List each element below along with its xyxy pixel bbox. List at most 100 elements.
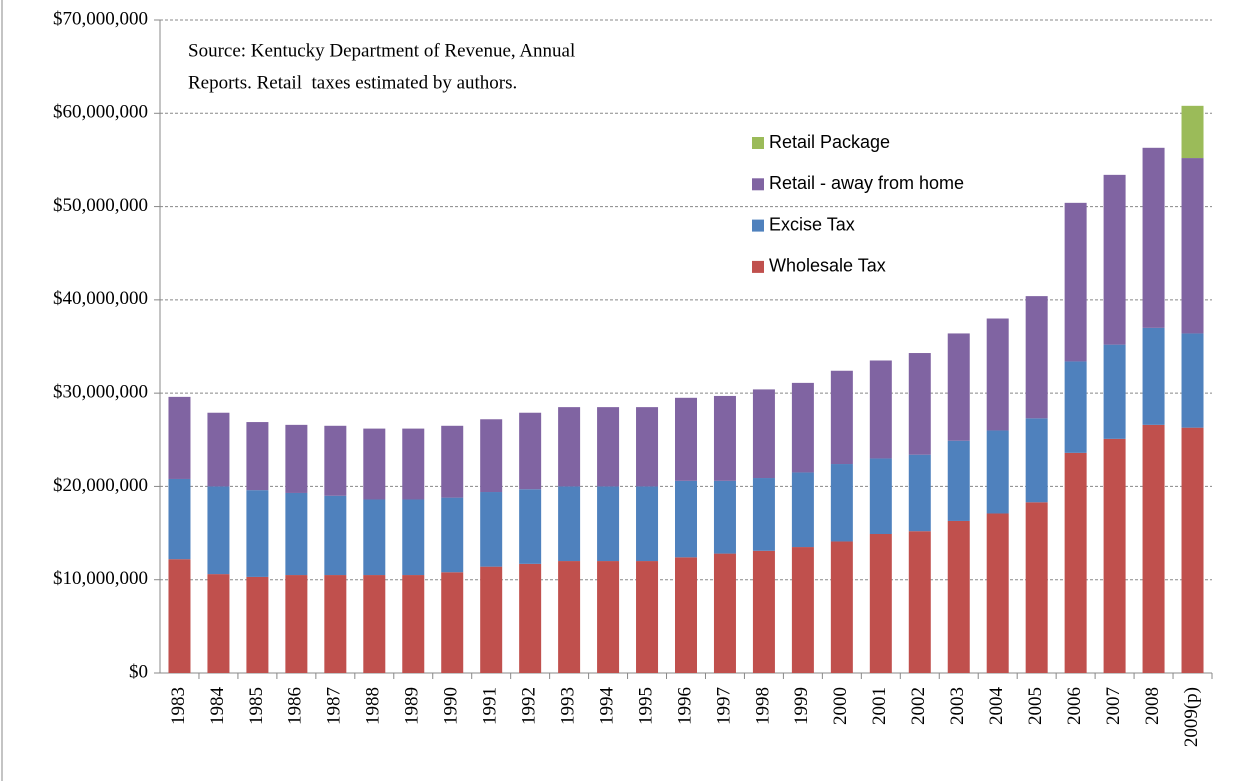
x-tick-label: 1991 xyxy=(480,687,501,725)
x-tick-label: 1992 xyxy=(519,687,540,725)
bar-segment xyxy=(519,412,542,490)
legend-swatch xyxy=(752,137,764,149)
bar-segment xyxy=(869,360,892,459)
bar-segment xyxy=(597,407,620,487)
bar-segment xyxy=(402,428,425,500)
bar-segment xyxy=(480,492,503,567)
annotation: Reports. Retail taxes estimated by autho… xyxy=(188,72,517,93)
bar-segment xyxy=(636,486,659,562)
x-tick-label: 2005 xyxy=(1025,687,1046,725)
x-tick-label: 1995 xyxy=(635,687,656,725)
y-tick-label: $70,000,000 xyxy=(53,8,148,29)
x-tick-label: 1998 xyxy=(752,687,773,725)
bar-segment xyxy=(207,412,230,487)
bar-segment xyxy=(168,396,191,479)
bar-segment xyxy=(986,430,1009,514)
bar-segment xyxy=(1181,105,1204,159)
bar-segment xyxy=(1142,424,1165,673)
bar-segment xyxy=(1064,452,1087,673)
legend-label: Retail - away from home xyxy=(769,173,964,193)
bar-segment xyxy=(246,422,269,491)
bar-segment xyxy=(441,497,464,573)
bar-segment xyxy=(752,550,775,673)
x-tick-label: 2003 xyxy=(947,687,968,725)
bar-segment xyxy=(558,561,581,673)
bar-segment xyxy=(363,428,386,500)
bar-segment xyxy=(597,486,620,562)
x-tick-label: 1988 xyxy=(363,687,384,725)
x-tick-label: 1984 xyxy=(207,687,228,726)
y-tick-label: $30,000,000 xyxy=(53,382,148,403)
bar-segment xyxy=(636,561,659,673)
bar-segment xyxy=(791,382,814,473)
bar-segment xyxy=(869,458,892,535)
x-tick-label: 2006 xyxy=(1064,687,1085,725)
legend-swatch xyxy=(752,219,764,232)
bar-segment xyxy=(285,424,308,493)
x-tick-label: 2000 xyxy=(830,687,851,725)
bar-segment xyxy=(1025,418,1048,503)
x-tick-label: 1999 xyxy=(791,687,812,725)
bar-segment xyxy=(713,480,736,554)
bar-segment xyxy=(480,419,503,493)
bar-segment xyxy=(558,407,581,487)
bar-segment xyxy=(1181,427,1204,673)
y-tick-label: $0 xyxy=(129,661,148,682)
x-tick-label: 1997 xyxy=(713,687,734,725)
legend-label: Retail Package xyxy=(769,132,890,152)
bar-segment xyxy=(830,541,853,673)
bar-segment xyxy=(675,397,697,481)
bar-segment xyxy=(363,499,386,576)
bar-segment xyxy=(1025,296,1048,419)
bar-segment xyxy=(168,559,191,673)
bar-segment xyxy=(480,566,503,673)
bar-segment xyxy=(675,557,697,673)
bar-segment xyxy=(324,495,347,576)
x-tick-label: 1989 xyxy=(402,687,423,725)
bar-segment xyxy=(947,520,970,673)
annotation: Source: Kentucky Department of Revenue, … xyxy=(188,40,575,61)
bar-segment xyxy=(675,480,697,558)
bar-segment xyxy=(324,425,347,496)
bar-segment xyxy=(791,472,814,548)
legend-swatch xyxy=(752,260,764,273)
y-tick-label: $40,000,000 xyxy=(53,288,148,309)
y-tick-label: $50,000,000 xyxy=(53,195,148,216)
bar-segment xyxy=(402,499,425,576)
x-tick-label: 2008 xyxy=(1142,687,1163,725)
x-tick-label: 1986 xyxy=(285,687,306,725)
bar-segment xyxy=(207,574,230,673)
bar-segment xyxy=(986,318,1009,431)
legend-label: Excise Tax xyxy=(769,214,855,234)
x-tick-label: 1987 xyxy=(324,687,345,725)
bar-segment xyxy=(713,553,736,673)
bar-segment xyxy=(636,407,659,487)
bar-segment xyxy=(1103,344,1126,439)
bar-segment xyxy=(908,531,931,673)
x-tick-label: 2002 xyxy=(908,687,929,725)
bar-segment xyxy=(246,576,269,673)
bar-segment xyxy=(441,572,464,673)
x-tick-label: 2007 xyxy=(1103,687,1124,725)
bar-segment xyxy=(285,575,308,673)
bar-segment xyxy=(1103,438,1126,673)
legend-swatch xyxy=(752,178,764,191)
x-tick-label: 2004 xyxy=(986,687,1007,726)
bar-segment xyxy=(285,492,308,576)
bar-segment xyxy=(1025,502,1048,673)
bar-segment xyxy=(752,478,775,551)
bar-segment xyxy=(1064,202,1087,362)
x-tick-label: 2001 xyxy=(869,687,890,725)
bar-segment xyxy=(947,333,970,441)
x-tick-label: 1993 xyxy=(557,687,578,725)
bar-segment xyxy=(441,425,464,498)
x-tick-label: 2009(p) xyxy=(1181,687,1202,747)
x-tick-label: 1994 xyxy=(596,687,617,726)
bar-segment xyxy=(363,575,386,673)
x-tick-label: 1983 xyxy=(168,687,189,725)
bar-segment xyxy=(947,440,970,521)
bar-segment xyxy=(869,534,892,673)
bar-segment xyxy=(246,490,269,577)
bar-segment xyxy=(324,575,347,673)
